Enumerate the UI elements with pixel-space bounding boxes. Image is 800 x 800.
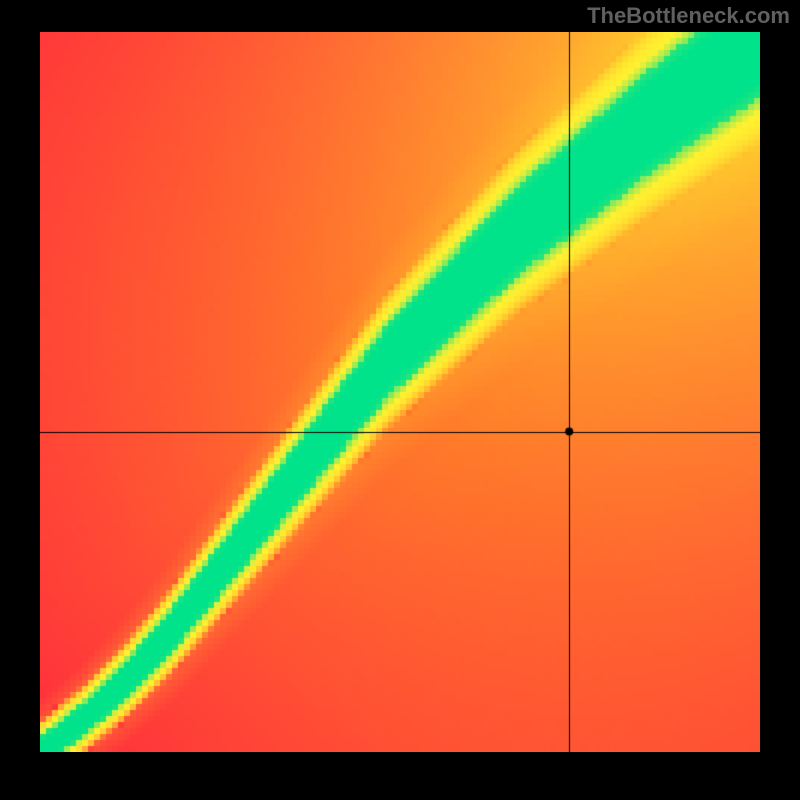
source-watermark: TheBottleneck.com: [587, 3, 790, 29]
bottleneck-heatmap: [40, 32, 760, 752]
chart-container: TheBottleneck.com: [0, 0, 800, 800]
